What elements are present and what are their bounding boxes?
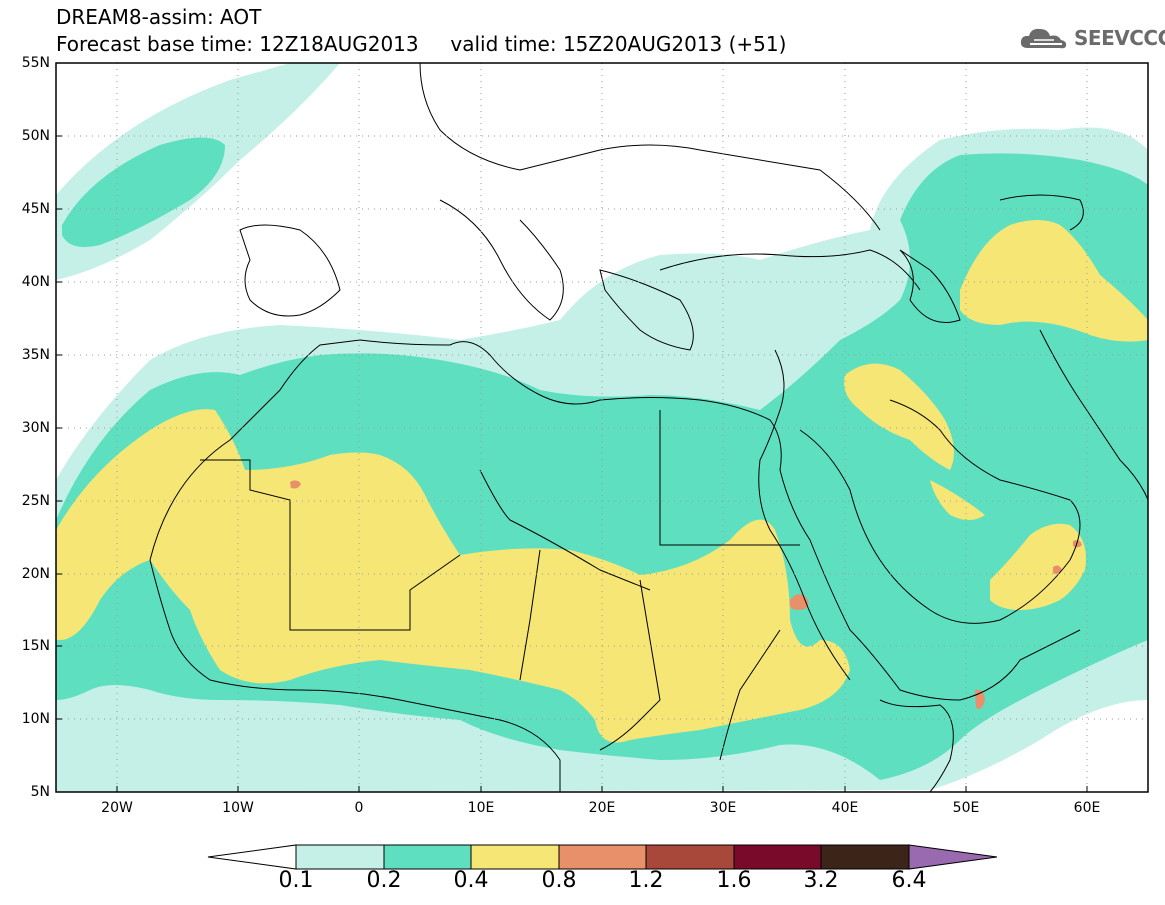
colorbar-label: 1.2 [628, 868, 664, 893]
lat-label: 30N [21, 420, 50, 436]
colorbar-label: 0.8 [541, 868, 577, 893]
lat-label: 50N [21, 128, 50, 144]
colorbar-label: 0.4 [453, 868, 489, 893]
colorbar-segment [645, 844, 735, 870]
colorbar-label: 0.2 [366, 868, 402, 893]
lat-label: 5N [30, 784, 50, 800]
aot-band-0.4-0.8 [56, 220, 1148, 743]
lat-label: 40N [21, 274, 50, 290]
lon-label: 60E [1073, 800, 1101, 816]
colorbar-segment-below [207, 844, 297, 870]
colorbar-segment [470, 844, 560, 870]
logo-text: SEEVCCC [1074, 26, 1165, 50]
forecast-time-info: Forecast base time: 12Z18AUG2013 valid t… [56, 32, 787, 56]
colorbar-label: 1.6 [716, 868, 752, 893]
cloud-icon [1020, 28, 1067, 49]
coastlines-and-borders [149, 63, 1148, 792]
colorbar-segment [558, 844, 647, 870]
colorbar-segment [295, 844, 385, 870]
colorbar-label: 6.4 [891, 868, 927, 893]
gridlines [56, 63, 1148, 792]
aot-band-0.8-1.2 [290, 480, 1082, 709]
axis-ticks [56, 62, 1088, 792]
lat-label: 35N [21, 347, 50, 363]
lat-label: 55N [21, 55, 50, 71]
colorbar [207, 844, 998, 870]
colorbar-segment-above [908, 844, 998, 870]
map-title: DREAM8-assim: AOT [56, 5, 262, 29]
lat-label: 15N [21, 638, 50, 654]
seevccc-logo: SEEVCCC [1018, 24, 1165, 52]
colorbar-segment [733, 844, 822, 870]
lon-label: 30E [709, 800, 737, 816]
lon-label: 10E [467, 800, 495, 816]
lat-label: 45N [21, 201, 50, 217]
colorbar-label: 0.1 [278, 868, 314, 893]
lon-label: 20W [101, 800, 133, 816]
lat-label: 25N [21, 493, 50, 509]
colorbar-segment [820, 844, 910, 870]
lon-label: 0 [354, 800, 364, 816]
colorbar-label: 3.2 [803, 868, 839, 893]
lon-label: 40E [831, 800, 859, 816]
lon-label: 50E [952, 800, 980, 816]
lon-label: 10W [222, 800, 254, 816]
colorbar-segment [383, 844, 472, 870]
lon-label: 20E [588, 800, 616, 816]
lat-label: 20N [21, 566, 50, 582]
lat-label: 10N [21, 711, 50, 727]
